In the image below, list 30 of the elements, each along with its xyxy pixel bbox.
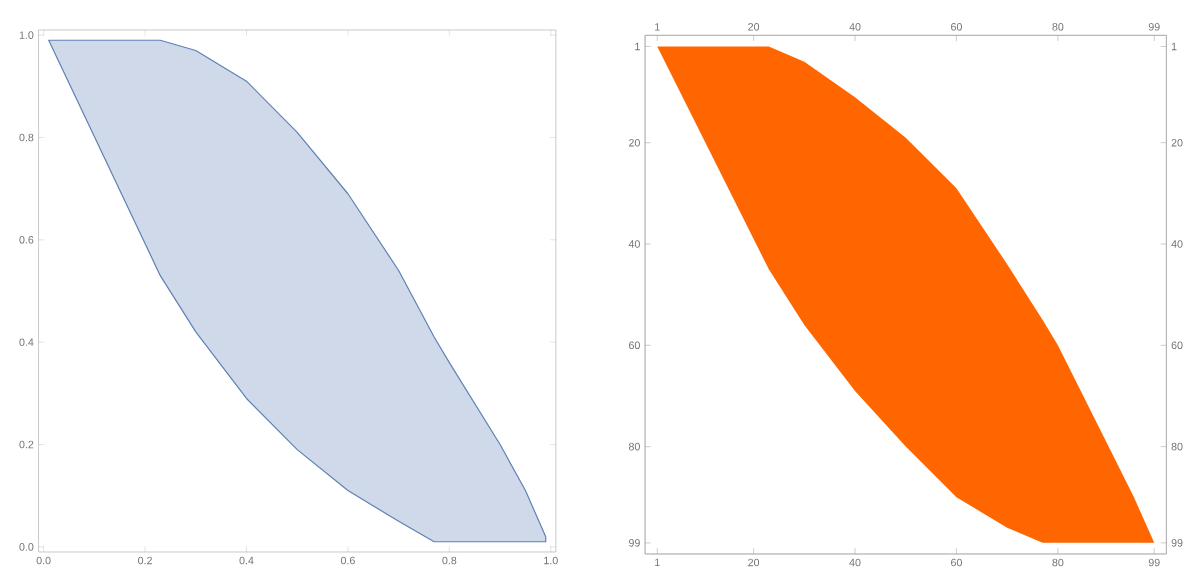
y-tick-label: 80 bbox=[628, 443, 640, 451]
y2-tick-label: 40 bbox=[1171, 240, 1183, 248]
x-tick-label: 0.0 bbox=[36, 556, 51, 565]
y-tick-label: 0.6 bbox=[19, 236, 34, 244]
x-tick-label: 1 bbox=[655, 23, 660, 31]
y-tick-label: 0.8 bbox=[19, 133, 34, 142]
x-tick-label: 0.4 bbox=[239, 556, 254, 565]
x-tick-label: 0.8 bbox=[442, 556, 457, 565]
y2-tick-label: 1 bbox=[1171, 42, 1177, 51]
y-tick-label: 0.4 bbox=[19, 338, 34, 347]
x-tick-label: 60 bbox=[951, 23, 962, 31]
x-tick-label: 0.6 bbox=[340, 556, 355, 565]
y2-tick-label: 20 bbox=[1171, 139, 1183, 147]
x-tick-label: 40 bbox=[849, 23, 861, 31]
x-tick-label: 0.2 bbox=[138, 556, 152, 565]
y2-tick-label: 60 bbox=[1171, 341, 1183, 350]
y-tick-label: 0.2 bbox=[19, 440, 34, 449]
x-tick-label: 1.0 bbox=[544, 556, 558, 565]
x-tick-label: 20 bbox=[748, 23, 760, 31]
y-tick-label: 99 bbox=[629, 539, 640, 547]
x-tick-label: 80 bbox=[1052, 23, 1064, 31]
y-tick-label: 1 bbox=[635, 42, 640, 51]
y-tick-label: 40 bbox=[628, 240, 640, 248]
y2-tick-label: 80 bbox=[1171, 443, 1183, 451]
y-tick-label: 0.0 bbox=[19, 543, 34, 551]
y-tick-label: 60 bbox=[629, 341, 640, 350]
x-tick-label: 99 bbox=[1148, 23, 1160, 31]
y2-tick-label: 99 bbox=[1171, 539, 1183, 547]
y-tick-label: 1.0 bbox=[19, 31, 34, 40]
y-tick-label: 20 bbox=[629, 139, 640, 147]
